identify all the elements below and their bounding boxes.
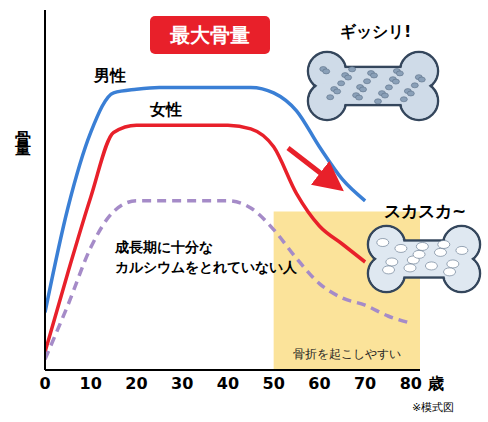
html-text:男性: 男性: [94, 66, 126, 85]
svg-text:40: 40: [217, 374, 239, 393]
svg-text:50: 50: [263, 374, 285, 393]
html-text:骨量: 骨量: [14, 118, 33, 138]
html-text:最大骨量: 最大骨量: [170, 22, 250, 47]
svg-text:骨折を起こしやすい: 骨折を起こしやすい: [293, 347, 401, 361]
html-text:スカスカ~: スカスカ~: [384, 201, 467, 221]
html-text:※模式図: ※模式図: [412, 401, 455, 414]
svg-text:0: 0: [39, 374, 50, 393]
svg-text:80: 80: [400, 374, 422, 393]
html-text:成長期に十分な: 成長期に十分な: [115, 239, 213, 255]
svg-text:70: 70: [354, 374, 376, 393]
html-text:ギッシリ!: ギッシリ!: [340, 22, 412, 41]
svg-text:10: 10: [80, 374, 102, 393]
html-text:歳: 歳: [428, 374, 444, 393]
svg-text:20: 20: [125, 374, 147, 393]
svg-text:60: 60: [308, 374, 330, 393]
html-text:女性: 女性: [150, 100, 182, 119]
html-text:カルシウムをとれていない人: カルシウムをとれていない人: [115, 259, 297, 275]
svg-text:30: 30: [171, 374, 193, 393]
